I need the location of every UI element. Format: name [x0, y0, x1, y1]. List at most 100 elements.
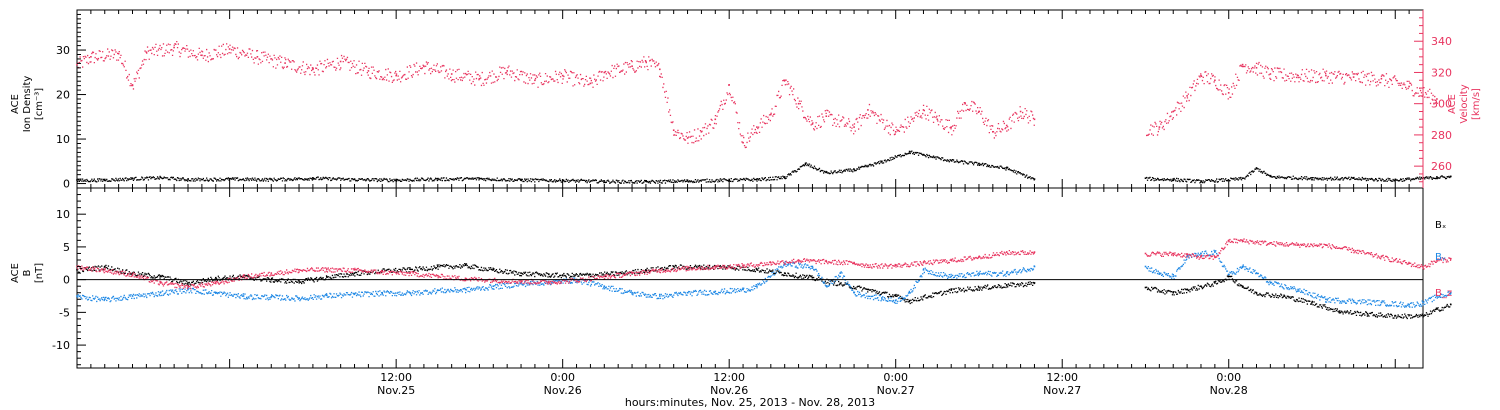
bx-series-point [1422, 314, 1424, 317]
bx-series-point [561, 274, 564, 276]
bx-series-point [700, 265, 703, 268]
bz-series-point [104, 269, 106, 271]
velocity-tick-label: 300 [1431, 98, 1452, 111]
velocity-series-point [797, 102, 800, 105]
bz-series-point [1380, 255, 1383, 258]
velocity-series-point [1186, 95, 1188, 97]
velocity-series-point [534, 79, 536, 82]
velocity-axis-label: ACE Velocity [km/s] [1447, 84, 1482, 123]
density-series-point [1241, 177, 1244, 179]
density-axis-label-line: ACE [10, 94, 21, 114]
bx-series-point [1172, 291, 1174, 294]
by-series-point [1005, 272, 1008, 274]
velocity-series-point [867, 109, 869, 111]
density-series-point [131, 177, 134, 179]
bx-series-point [645, 269, 647, 271]
legend-entry: B_z [1435, 288, 1452, 299]
velocity-tick-label: 260 [1431, 160, 1452, 173]
bz-series-point [1297, 243, 1299, 246]
by-series-point [1227, 273, 1230, 276]
density-series-point [104, 178, 106, 181]
density-series-point [1200, 180, 1202, 182]
density-series-point [950, 159, 952, 162]
velocity-series-point [1241, 63, 1244, 66]
x-tick-date-label: Nov.26 [710, 384, 748, 397]
velocity-series-point [117, 52, 120, 55]
velocity-series-point [992, 131, 994, 133]
by-series-point [326, 294, 328, 297]
bz-series-point [1033, 251, 1036, 253]
x-tick-time-label: 12:00 [1046, 371, 1078, 384]
bz-series-point [520, 280, 522, 282]
velocity-tick-label: 280 [1431, 129, 1452, 142]
velocity-axis-label-line: ACE [1447, 94, 1458, 114]
legend-entry: Bₓ [1435, 220, 1446, 231]
bz-series-point [714, 265, 717, 268]
by-series-point [1172, 275, 1174, 278]
velocity-tick-label: 340 [1431, 35, 1452, 48]
bx-series-point [1200, 285, 1202, 287]
by-series-point [1408, 303, 1410, 306]
density-axis-label-line: Ion Density [22, 76, 33, 133]
bx-series-point [1033, 282, 1036, 284]
by-series-point [894, 299, 897, 302]
bz-series-point [631, 272, 633, 274]
velocity-series-point [853, 126, 855, 128]
bx-series-point [950, 289, 952, 291]
bz-series-point [215, 282, 217, 284]
velocity-series-point [645, 60, 647, 63]
bz-series-point [326, 268, 328, 270]
velocity-series-point [506, 70, 508, 72]
bz-series-point [298, 269, 300, 271]
velocity-series-point [936, 118, 939, 121]
velocity-series-point [1436, 98, 1438, 100]
bz-series-point [797, 259, 800, 261]
bz-series-point [853, 261, 855, 264]
density-series-point [159, 176, 162, 179]
velocity-series-point [631, 65, 633, 67]
by-series-point [131, 295, 134, 297]
velocity-series-point [1380, 77, 1383, 80]
by-series-point [839, 272, 841, 274]
by-series-point [1255, 272, 1258, 274]
by-series-point [1352, 299, 1355, 302]
bz-series-point [464, 277, 467, 280]
bz-series-point [187, 285, 189, 287]
bz-series-point [409, 272, 411, 274]
density-series-point [187, 178, 189, 180]
bx-series-points [77, 263, 1452, 320]
bz-series-points [77, 238, 1452, 290]
bx-series-point [520, 272, 522, 274]
bx-series-point [353, 272, 356, 274]
density-series-point [1172, 178, 1174, 180]
bx-series-point [978, 286, 980, 289]
bx-series-point [672, 265, 675, 268]
density-series-point [1005, 167, 1008, 169]
density-series-point [881, 160, 883, 163]
panel-1-frame [76, 9, 1424, 189]
x-tick-time-label: 0:00 [550, 371, 575, 384]
velocity-series-point [756, 126, 758, 128]
velocity-series-point [783, 79, 786, 82]
velocity-series-point [922, 109, 925, 111]
density-series-point [76, 179, 78, 181]
velocity-series-point [659, 68, 661, 71]
density-series-point [645, 180, 647, 183]
bx-series-point [159, 275, 162, 278]
bz-series-point [1172, 252, 1174, 255]
by-series-point [1144, 265, 1147, 268]
velocity-series-point [201, 54, 203, 57]
by-series-point [437, 289, 439, 291]
velocity-series-point [728, 84, 730, 86]
density-series [76, 150, 1452, 184]
velocity-series-point [894, 131, 897, 133]
velocity-series-point [1033, 118, 1036, 121]
bz-series-point [1227, 239, 1230, 242]
panel-2-frame [76, 187, 1424, 369]
density-series-point [603, 180, 606, 182]
bz-series-point [659, 269, 661, 271]
bz-series-point [770, 261, 772, 264]
velocity-series-point [1255, 67, 1258, 69]
velocity-axis-label-line: Velocity [1459, 84, 1470, 123]
bz-series-point [548, 280, 550, 283]
